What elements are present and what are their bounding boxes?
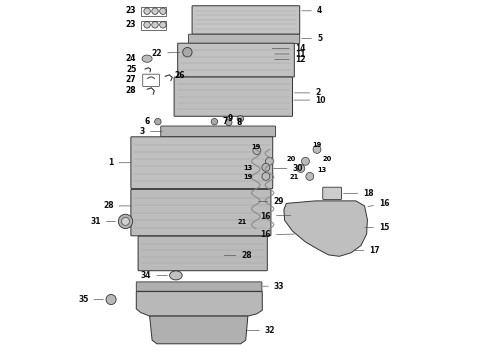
Circle shape <box>253 219 261 226</box>
Ellipse shape <box>142 55 152 62</box>
Text: 3: 3 <box>140 127 162 136</box>
Text: 2: 2 <box>294 89 320 98</box>
Text: 28: 28 <box>103 202 131 210</box>
Text: 10: 10 <box>294 96 326 105</box>
Text: 12: 12 <box>275 55 305 64</box>
Ellipse shape <box>170 271 182 280</box>
Circle shape <box>313 145 321 153</box>
Circle shape <box>297 165 305 172</box>
Text: 20: 20 <box>286 157 295 162</box>
FancyBboxPatch shape <box>178 43 294 77</box>
Text: 14: 14 <box>272 44 305 53</box>
Text: 34: 34 <box>141 271 168 280</box>
Text: 24: 24 <box>126 54 136 63</box>
Circle shape <box>122 217 129 225</box>
Circle shape <box>160 8 166 14</box>
Circle shape <box>118 214 133 229</box>
FancyBboxPatch shape <box>192 6 300 34</box>
Text: 22: 22 <box>152 49 180 58</box>
Text: 27: 27 <box>125 76 136 85</box>
Text: 6: 6 <box>145 117 150 126</box>
Circle shape <box>144 22 150 28</box>
Text: 19: 19 <box>313 143 321 148</box>
Circle shape <box>237 116 244 122</box>
FancyBboxPatch shape <box>323 187 342 199</box>
Text: 26: 26 <box>175 71 185 80</box>
Circle shape <box>211 118 218 125</box>
Text: 19: 19 <box>251 144 260 149</box>
Text: 16: 16 <box>260 212 291 220</box>
Text: 32: 32 <box>247 326 275 335</box>
Text: 28: 28 <box>224 251 252 260</box>
Text: 13: 13 <box>318 167 327 173</box>
Circle shape <box>144 8 150 14</box>
Text: 18: 18 <box>343 189 374 198</box>
Text: 11: 11 <box>275 50 305 59</box>
Text: 25: 25 <box>126 65 136 74</box>
Circle shape <box>306 172 314 180</box>
Text: 8: 8 <box>237 118 242 127</box>
Text: 16: 16 <box>260 230 294 239</box>
Circle shape <box>262 172 270 180</box>
Text: 35: 35 <box>78 295 103 304</box>
Text: 33: 33 <box>263 282 284 291</box>
Circle shape <box>253 147 261 154</box>
Circle shape <box>160 22 166 28</box>
Circle shape <box>155 118 161 125</box>
FancyBboxPatch shape <box>174 77 293 116</box>
Circle shape <box>152 8 158 14</box>
Text: 29: 29 <box>259 197 284 206</box>
Circle shape <box>266 157 273 165</box>
FancyBboxPatch shape <box>136 282 262 291</box>
Text: 4: 4 <box>302 6 322 15</box>
Text: 30: 30 <box>274 164 303 173</box>
Text: 13: 13 <box>243 166 252 171</box>
Text: 16: 16 <box>368 199 390 208</box>
FancyBboxPatch shape <box>189 34 300 44</box>
Polygon shape <box>149 316 248 344</box>
Circle shape <box>152 22 158 28</box>
FancyBboxPatch shape <box>131 189 271 236</box>
Polygon shape <box>284 201 368 256</box>
FancyBboxPatch shape <box>131 137 273 189</box>
Text: 20: 20 <box>322 157 332 162</box>
FancyBboxPatch shape <box>138 236 268 271</box>
Text: 7: 7 <box>222 117 228 126</box>
Text: 21: 21 <box>289 174 298 180</box>
Text: 28: 28 <box>125 86 136 95</box>
Text: 1: 1 <box>108 158 131 167</box>
Text: 9: 9 <box>227 114 232 123</box>
Text: 5: 5 <box>302 34 322 43</box>
Circle shape <box>183 48 192 57</box>
Bar <box>141 21 166 30</box>
Text: 19: 19 <box>243 174 252 180</box>
Text: 15: 15 <box>365 223 389 232</box>
Text: 23: 23 <box>126 20 136 29</box>
Text: 17: 17 <box>354 246 380 256</box>
Circle shape <box>301 157 310 165</box>
FancyBboxPatch shape <box>161 126 275 137</box>
Circle shape <box>106 294 116 305</box>
Text: 21: 21 <box>238 220 247 225</box>
Polygon shape <box>136 292 262 316</box>
Bar <box>141 7 166 16</box>
Circle shape <box>262 163 270 171</box>
Circle shape <box>225 119 232 126</box>
Text: 23: 23 <box>126 6 136 15</box>
Text: 31: 31 <box>91 217 116 226</box>
